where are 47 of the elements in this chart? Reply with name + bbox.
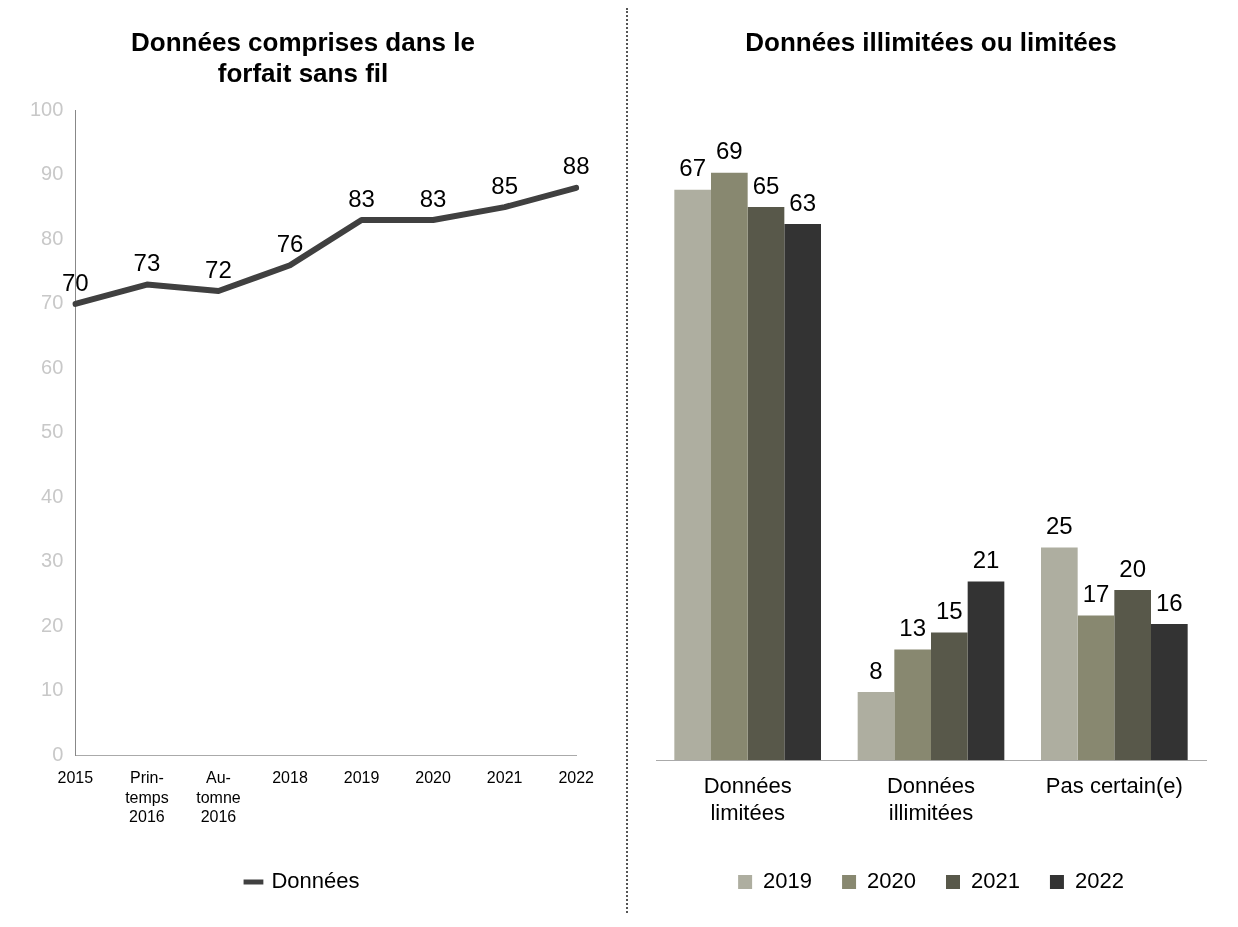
data-label: 76 (276, 229, 304, 257)
x-tick-label: Données illimitées (886, 773, 976, 825)
x-tick-label: Prin-temps 2016 (125, 769, 169, 825)
x-tick-label: 2015 (57, 769, 94, 787)
data-label: 73 (133, 249, 161, 277)
data-label: 20 (1119, 554, 1147, 582)
data-label: 21 (972, 546, 1000, 574)
data-label: 83 (419, 184, 447, 212)
data-label: 72 (205, 255, 232, 283)
legend-label: 2020 (867, 868, 917, 894)
data-label: 17 (1082, 580, 1110, 608)
x-tick-label: Pas certain(e) (1045, 773, 1183, 799)
x-tick-label: Données limitées (703, 773, 792, 825)
bar (931, 632, 968, 761)
data-label: 67 (679, 154, 707, 182)
data-label: 85 (491, 171, 519, 199)
data-label: 70 (62, 268, 89, 296)
bar (1114, 589, 1151, 761)
data-label: 13 (899, 614, 927, 642)
data-label: 16 (1155, 588, 1183, 616)
legend-label: 2021 (971, 868, 1020, 894)
x-tick-label: Au-tomne 2016 (196, 769, 241, 825)
x-tick-label: 2018 (272, 769, 308, 787)
bar (747, 206, 785, 761)
data-label: 83 (348, 184, 375, 212)
data-label: 25 (1045, 512, 1073, 540)
legend-label: 2022 (1074, 868, 1124, 894)
bar (1077, 615, 1115, 761)
data-label: 65 (752, 171, 780, 199)
x-tick-label: 2020 (415, 769, 452, 787)
legend-label: 2019 (763, 868, 813, 894)
data-label: 69 (715, 137, 743, 165)
bar (711, 172, 748, 761)
data-label: 8 (869, 656, 883, 684)
bar (1151, 624, 1188, 761)
data-label: 63 (789, 188, 817, 216)
bar (784, 223, 821, 761)
chart-title: Données illimitées ou limitées (745, 26, 1117, 57)
legend-label: Données (271, 868, 360, 894)
chart-title: Données comprises dans le forfait sans fil (131, 26, 475, 88)
bar (967, 581, 1005, 761)
x-tick-label: 2022 (558, 769, 595, 787)
data-label: 88 (562, 152, 590, 180)
x-tick-label: 2019 (343, 769, 380, 787)
bar (894, 649, 931, 761)
data-label: 15 (935, 597, 963, 625)
x-tick-label: 2021 (486, 769, 523, 787)
